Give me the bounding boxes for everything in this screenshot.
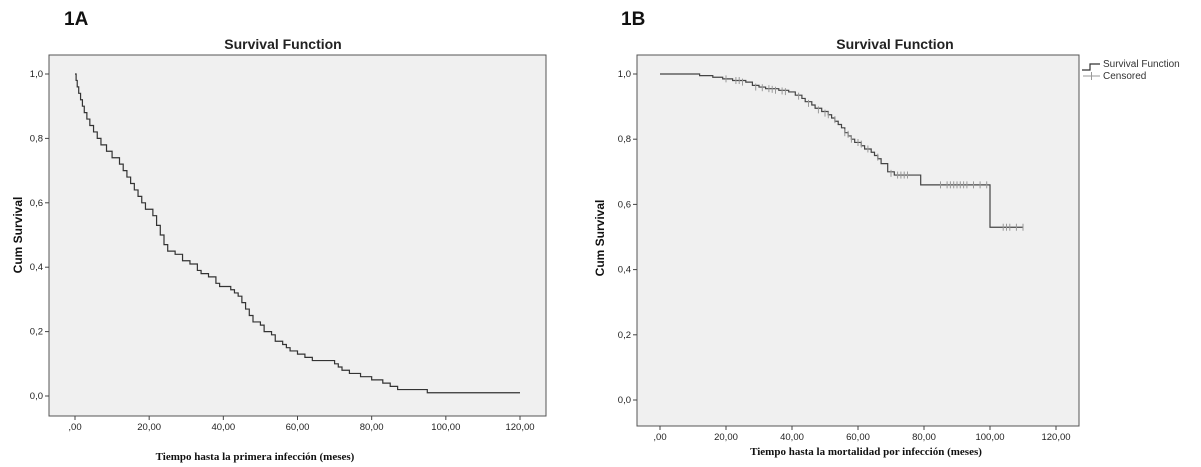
panel-label-1a: 1A — [64, 9, 89, 30]
y-axis-ticks-b: 0,0 0,2 0,4 0,6 0,8 1,0 — [618, 69, 637, 406]
legend-label-survival-function: Survival Function — [1103, 59, 1180, 70]
legend-b: Survival Function Censored — [1082, 59, 1180, 82]
panel-1a: 1A Survival Function 0,00,20,40,60,81,0 … — [11, 9, 547, 463]
legend-swatch-survival-function — [1082, 63, 1100, 71]
x-tick-label: 20,00 — [137, 422, 161, 433]
chart-title-a: Survival Function — [224, 36, 341, 52]
y-tick-label: 0,0 — [618, 395, 631, 406]
panel-label-1b: 1B — [621, 9, 645, 30]
y-tick-label: 0,2 — [618, 330, 631, 341]
y-tick-label: 0,4 — [618, 265, 631, 276]
x-tick-label: 20,00 — [714, 432, 738, 443]
x-axis-ticks-a: ,00 20,00 40,00 60,00 80,00 100,00 120,00 — [68, 416, 535, 433]
y-tick-label: 0,0 — [30, 391, 43, 402]
x-tick-label: 80,00 — [912, 432, 936, 443]
x-tick-label: 100,00 — [975, 432, 1004, 443]
chart-title-b: Survival Function — [836, 36, 953, 52]
y-tick-label: 0,4 — [30, 262, 43, 273]
x-tick-label: 40,00 — [211, 422, 235, 433]
y-axis-label-a: Cum Survival — [11, 197, 25, 274]
y-tick-label: 1,0 — [618, 69, 631, 80]
y-tick-label: 0,6 — [30, 198, 43, 209]
censored-marks-b — [725, 75, 1024, 231]
legend-entry-survival-function: Survival Function — [1082, 59, 1180, 71]
x-tick-label: 40,00 — [780, 432, 804, 443]
x-axis-label-a: Tiempo hasta la primera infección (meses… — [156, 451, 355, 463]
x-tick-label: 80,00 — [360, 422, 384, 433]
x-tick-label: 120,00 — [1041, 432, 1070, 443]
x-tick-label: 60,00 — [286, 422, 310, 433]
x-tick-label: 120,00 — [505, 422, 534, 433]
survival-curve-a — [75, 73, 520, 394]
y-tick-label: 1,0 — [30, 69, 43, 80]
y-tick-label: 0,6 — [618, 199, 631, 210]
y-tick-label: 0,8 — [618, 134, 631, 145]
x-tick-label: 100,00 — [431, 422, 460, 433]
x-tick-label: ,00 — [653, 432, 666, 443]
legend-label-censored: Censored — [1103, 71, 1146, 82]
plot-area-a — [48, 54, 547, 417]
y-tick-label: 0,8 — [30, 133, 43, 144]
plot-area-b — [636, 54, 1080, 427]
legend-entry-censored: Censored — [1083, 71, 1146, 82]
y-tick-label: 0,2 — [30, 327, 43, 338]
x-axis-label-b: Tiempo hasta la mortalidad por infección… — [750, 446, 982, 458]
y-axis-ticks-a: 0,0 0,2 0,4 0,6 0,8 1,0 — [30, 69, 49, 402]
x-tick-label: 60,00 — [846, 432, 870, 443]
x-tick-label: ,00 — [68, 422, 81, 433]
panel-1b: 1B Survival Function 0,00,20,40,60,81,0 … — [593, 9, 1180, 458]
x-axis-ticks-b: ,00 20,00 40,00 60,00 80,00 100,00 120,00 — [653, 426, 1071, 443]
y-axis-label-b: Cum Survival — [593, 200, 607, 277]
